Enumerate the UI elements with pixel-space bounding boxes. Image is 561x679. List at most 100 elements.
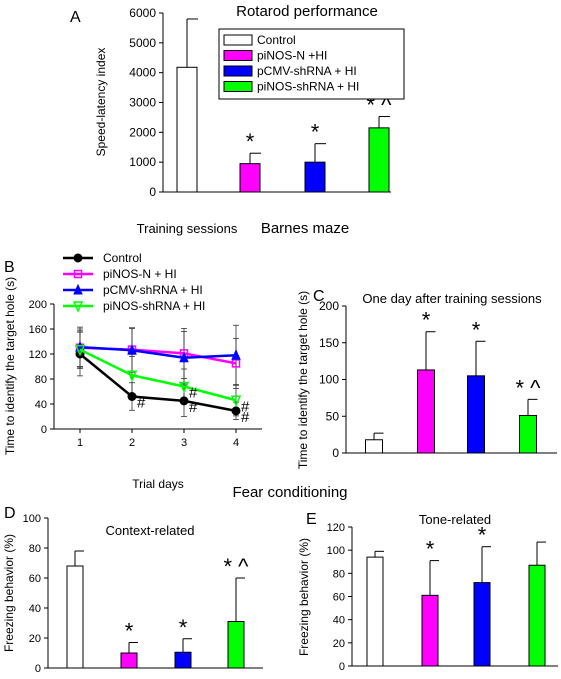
panel-c-y-tick-label: 150 bbox=[319, 336, 339, 350]
panel-e-significance-mark: * bbox=[478, 523, 487, 548]
panel-d-significance-mark: * ^ bbox=[224, 554, 250, 579]
panel-a-bar bbox=[304, 161, 326, 193]
panel-b-x-label: Trial days bbox=[132, 477, 184, 491]
panel-b-x-tick-label: 3 bbox=[181, 437, 187, 449]
panel-b-data-point bbox=[126, 370, 138, 383]
panel-e-significance-mark: * bbox=[426, 537, 435, 562]
panel-e-y-tick-label: 120 bbox=[327, 522, 345, 534]
panel-d-significance-mark: * bbox=[125, 619, 134, 644]
panel-c-bar bbox=[519, 415, 537, 454]
panel-d-bar bbox=[174, 651, 192, 669]
panel-b-legend-label: piNOS-shRNA + HI bbox=[103, 299, 205, 313]
panel-b-significance-mark: # bbox=[189, 385, 198, 402]
panel-d-y-tick-label: 80 bbox=[29, 543, 41, 555]
panel-a-y-tick-label: 0 bbox=[149, 185, 156, 199]
panel-e-y-tick-label: 20 bbox=[333, 638, 345, 650]
panel-b-data-point bbox=[231, 349, 241, 360]
panel-e-panel-letter: E bbox=[306, 511, 317, 528]
panel-c-y-tick-label: 200 bbox=[319, 299, 339, 313]
panel-c-panel-letter: C bbox=[313, 288, 325, 305]
panel-b-legend-marker bbox=[73, 253, 83, 263]
panel-b-legend-marker bbox=[73, 269, 83, 279]
panel-c-significance-mark: * bbox=[422, 308, 431, 333]
panel-c-bar bbox=[417, 369, 435, 454]
panel-d-panel-letter: D bbox=[4, 505, 16, 522]
panel-b-legend-label: Control bbox=[103, 251, 142, 265]
panel-a-legend-label: Control bbox=[257, 33, 296, 47]
panel-b-y-tick-label: 40 bbox=[35, 399, 47, 411]
panel-b-data-point bbox=[179, 396, 189, 406]
panel-a-y-tick-label: 2000 bbox=[129, 125, 156, 139]
panel-e-bar bbox=[473, 582, 491, 667]
panel-a-legend-swatch bbox=[223, 65, 253, 77]
panel-b-y-tick-label: 0 bbox=[41, 424, 47, 436]
panel-b-data-point bbox=[127, 344, 137, 355]
panel-d-bar bbox=[227, 621, 245, 669]
panel-d-y-tick-label: 0 bbox=[35, 663, 41, 675]
panel-c-y-tick-label: 0 bbox=[332, 446, 339, 460]
panel-d-bar bbox=[120, 652, 138, 669]
panel-b-title: Training sessions bbox=[137, 221, 238, 236]
panel-e-bar bbox=[421, 594, 439, 667]
panel-b-significance-mark: # bbox=[189, 399, 198, 416]
panel-b-x-tick-label: 4 bbox=[233, 437, 239, 449]
panel-a-bar bbox=[239, 163, 261, 193]
panel-b-legend-label: piNOS-N + HI bbox=[103, 267, 177, 281]
panel-c-bar bbox=[365, 439, 383, 454]
panel-d-y-tick-label: 40 bbox=[29, 603, 41, 615]
panel-b-x-tick-label: 1 bbox=[77, 437, 83, 449]
panel-b-significance-mark: # bbox=[241, 398, 250, 415]
panel-e-bar bbox=[528, 564, 546, 667]
panel-a-legend-label: piNOS-shRNA + HI bbox=[257, 80, 359, 94]
panel-a-y-tick-label: 4000 bbox=[129, 66, 156, 80]
panel-c-significance-mark: * bbox=[472, 317, 481, 342]
panel-a-y-label: Speed-latency index bbox=[94, 48, 108, 157]
panel-b-legend-marker bbox=[73, 283, 83, 295]
panel-d-y-label: Freezing behavior (%) bbox=[2, 534, 16, 652]
panel-c-y-tick-label: 50 bbox=[326, 409, 340, 423]
panel-c-y-label: Time to identify the target hole (s) bbox=[296, 291, 310, 469]
section-title-barnes: Barnes maze bbox=[261, 220, 349, 237]
panel-b-data-point bbox=[231, 406, 241, 416]
panel-b-data-point bbox=[127, 392, 137, 401]
panel-a-legend-swatch bbox=[223, 34, 253, 46]
panel-b-legend-marker bbox=[72, 301, 84, 313]
panel-b-y-tick-label: 120 bbox=[29, 349, 47, 361]
panel-b-y-tick-label: 200 bbox=[29, 299, 47, 311]
panel-b-series-line bbox=[79, 348, 237, 402]
panel-c-y-tick-label: 100 bbox=[319, 373, 339, 387]
panel-d-significance-mark: * bbox=[179, 615, 188, 640]
panel-b-data-point bbox=[179, 351, 189, 363]
panel-d-title: Context-related bbox=[106, 523, 195, 538]
panel-b-data-point bbox=[231, 359, 241, 368]
panel-e-y-label: Freezing behavior (%) bbox=[297, 538, 311, 656]
panel-a-bar bbox=[368, 127, 390, 193]
panel-e-y-tick-label: 0 bbox=[339, 661, 345, 673]
panel-d-y-tick-label: 100 bbox=[23, 513, 41, 525]
panel-e-y-tick-label: 100 bbox=[327, 545, 345, 557]
panel-b-y-label: Time to identify the target hole (s) bbox=[3, 277, 17, 455]
panel-a-legend-label: pCMV-shRNA + HI bbox=[257, 64, 357, 78]
panel-e-y-tick-label: 80 bbox=[333, 568, 345, 580]
panel-c-bar bbox=[467, 375, 485, 454]
panel-e-bar bbox=[366, 556, 384, 667]
panel-b-x-tick-label: 2 bbox=[129, 437, 135, 449]
panel-e-y-tick-label: 40 bbox=[333, 615, 345, 627]
panel-a-legend-swatch bbox=[223, 50, 253, 61]
panel-a-significance-mark: * bbox=[246, 129, 255, 154]
panel-a-y-tick-label: 3000 bbox=[129, 96, 156, 110]
panel-e-title: Tone-related bbox=[419, 512, 491, 527]
panel-a-title: Rotarod performance bbox=[236, 3, 378, 20]
panel-a-panel-letter: A bbox=[70, 9, 81, 26]
panel-a-y-tick-label: 5000 bbox=[129, 36, 156, 50]
panel-a-y-tick-label: 6000 bbox=[129, 6, 156, 20]
panel-b-panel-letter: B bbox=[4, 259, 15, 276]
panel-b-significance-mark: # bbox=[241, 409, 250, 426]
panel-b-series-line bbox=[79, 353, 237, 413]
panel-c-title: One day after training sessions bbox=[362, 291, 542, 306]
panel-c-significance-mark: * ^ bbox=[516, 375, 542, 400]
panel-b-data-point bbox=[178, 381, 190, 394]
panel-a-significance-mark: * bbox=[311, 120, 320, 145]
section-title-fear: Fear conditioning bbox=[232, 484, 347, 501]
panel-b-data-point bbox=[74, 344, 86, 357]
